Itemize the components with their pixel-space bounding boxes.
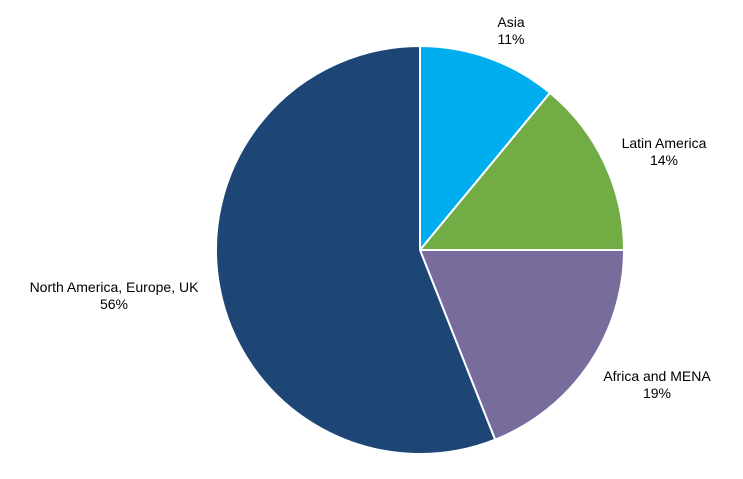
slice-label-asia: Asia 11% [497,14,524,48]
slice-value-latin-america: 14% [649,152,679,168]
slice-name-latin-america: Latin America [621,135,707,151]
slice-name-north-america-europe-uk: North America, Europe, UK [29,279,199,295]
pie-slice-latin-america [419,91,625,251]
pie-slice-asia [419,45,552,251]
slice-label-north-america-europe-uk: North America, Europe, UK 56% [30,279,199,313]
slice-label-africa-and-mena: Africa and MENA 19% [603,368,710,402]
slice-value-africa-and-mena: 19% [642,385,672,401]
slice-value-asia: 11% [497,31,525,47]
slice-label-latin-america: Latin America 14% [622,135,707,169]
slice-name-africa-and-mena: Africa and MENA [603,368,711,384]
slice-value-north-america-europe-uk: 56% [99,296,129,312]
pie-slice-north-america-europe-uk [215,45,497,455]
slice-name-asia: Asia [497,14,525,30]
pie-slice-africa-and-mena [419,249,625,441]
